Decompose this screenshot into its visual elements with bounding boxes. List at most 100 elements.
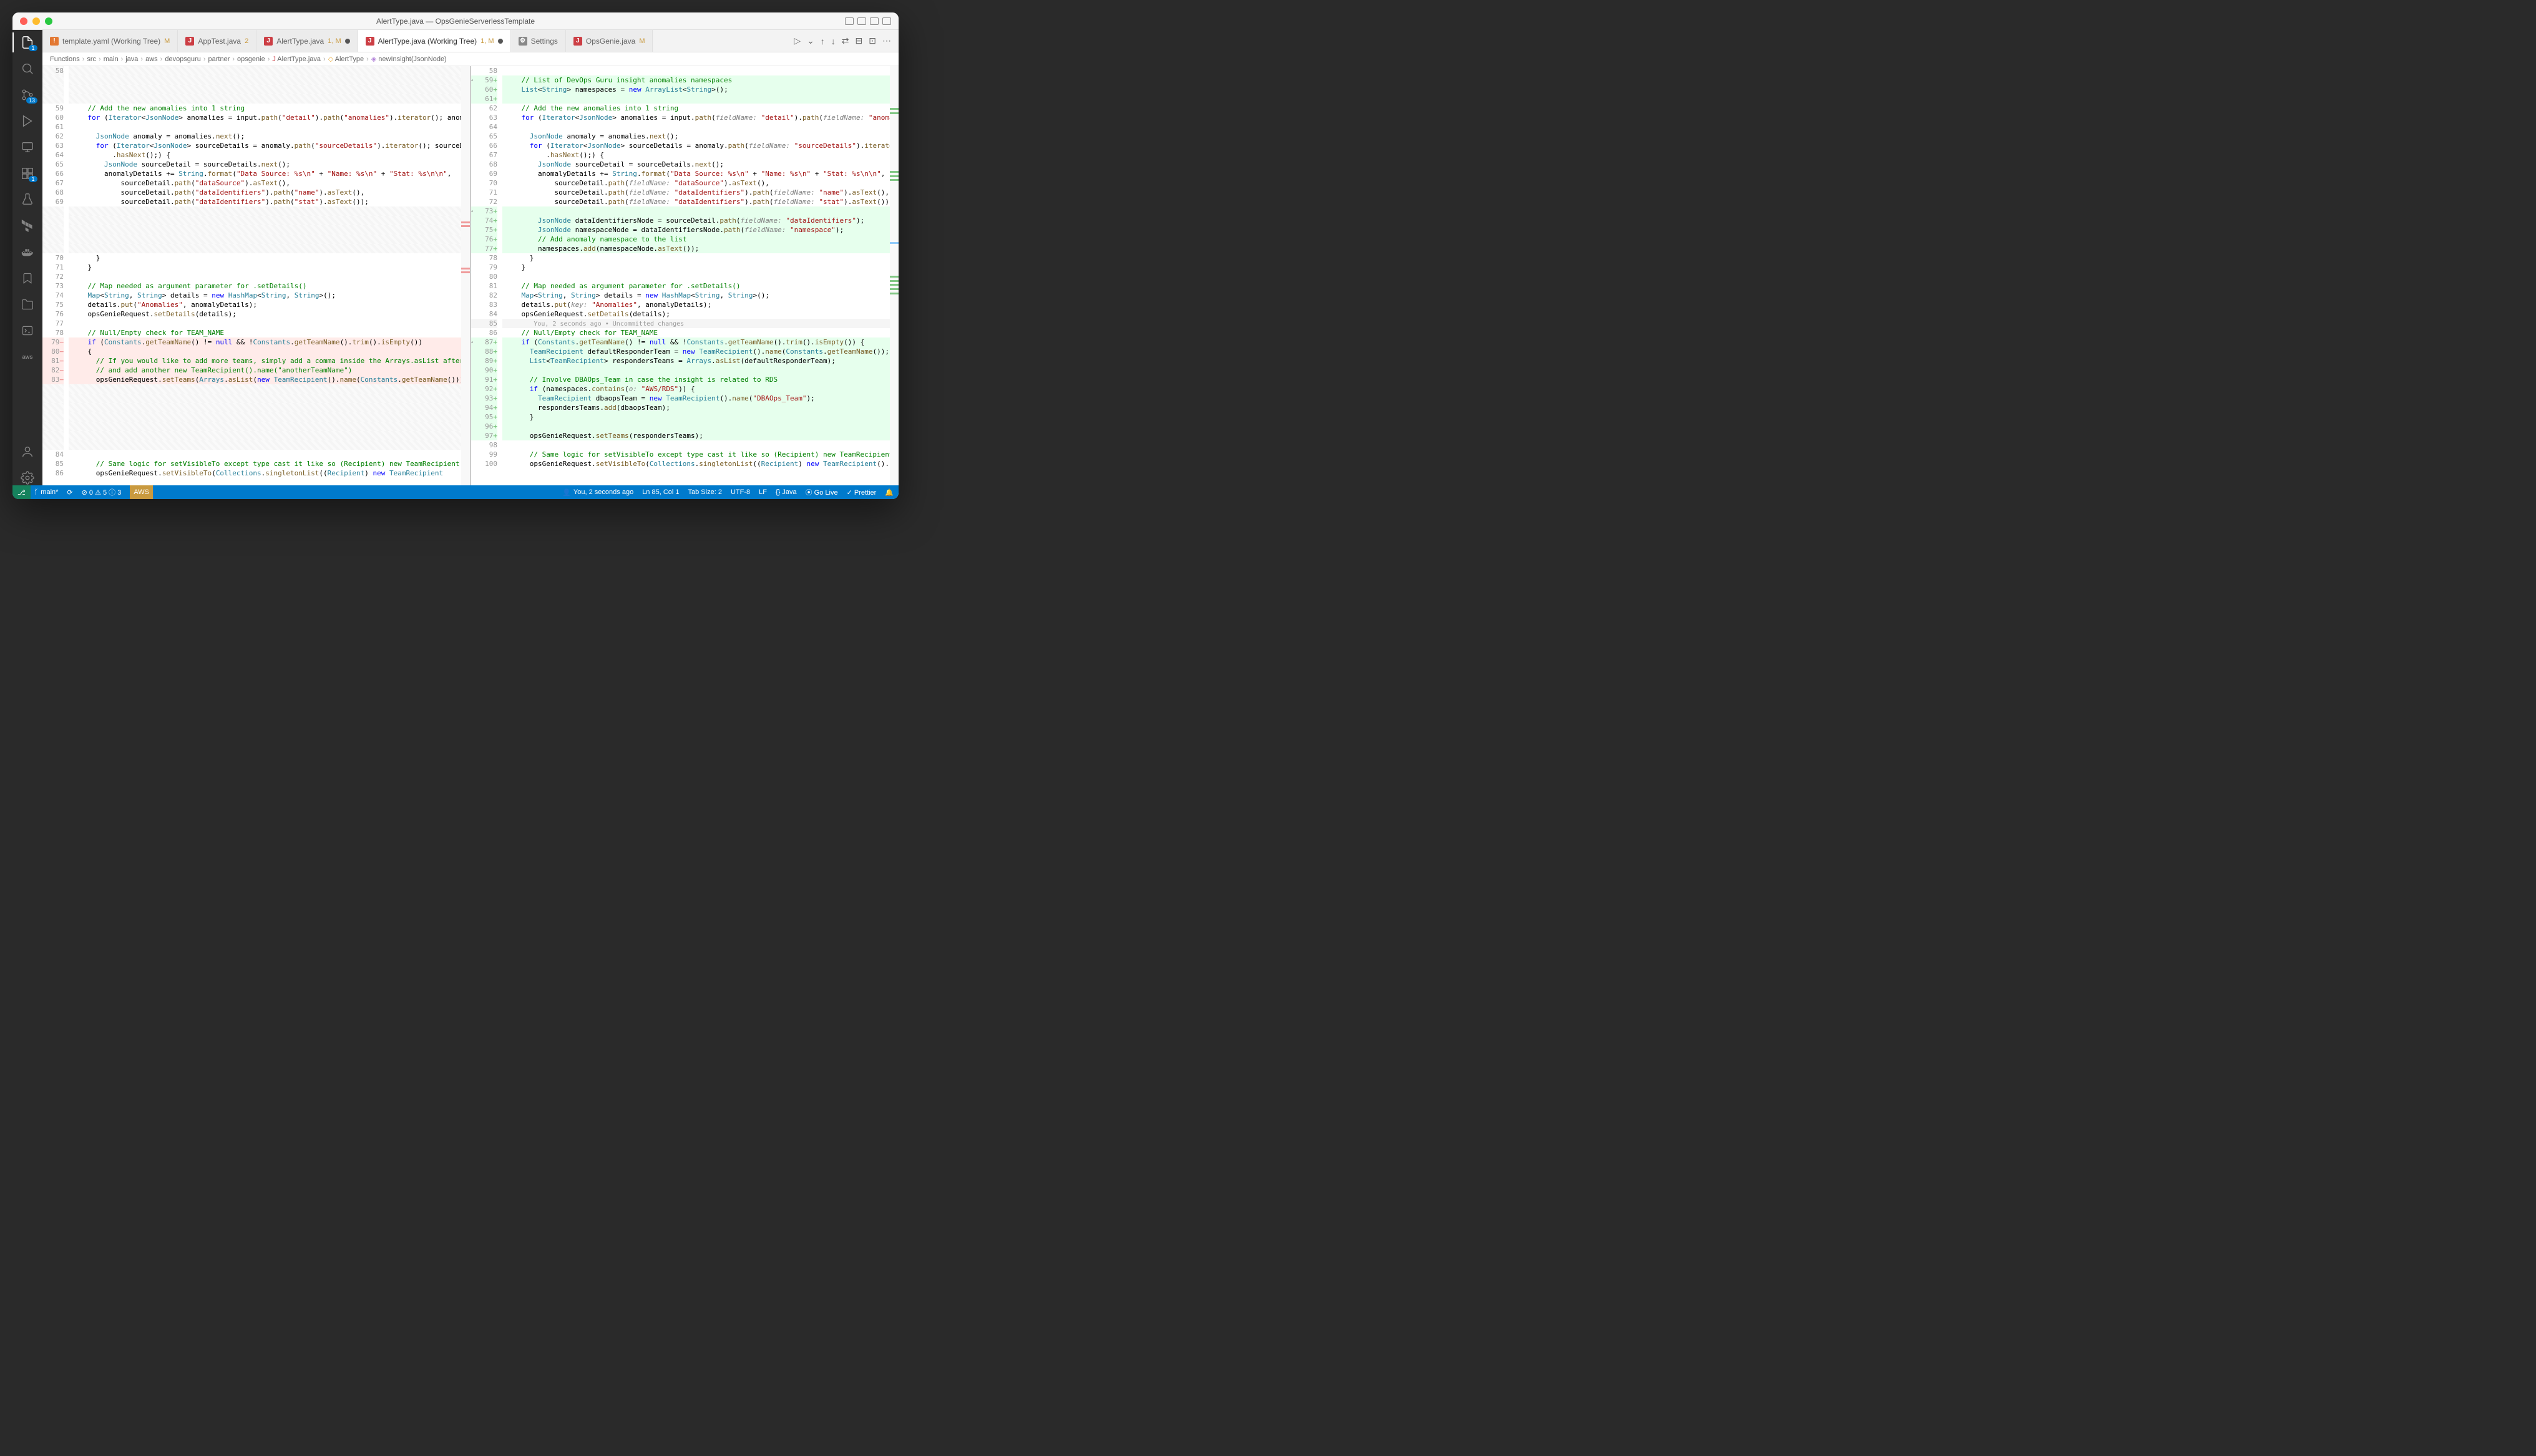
editor-tab[interactable]: JOpsGenie.javaM <box>566 30 653 52</box>
code-line[interactable] <box>69 216 461 225</box>
code-line[interactable]: for (Iterator<JsonNode> anomalies = inpu… <box>502 113 890 122</box>
aws-icon[interactable]: aws <box>20 349 35 364</box>
code-line[interactable]: // Add anomaly namespace to the list <box>502 235 890 244</box>
prettier-status[interactable]: ✓ Prettier <box>847 488 877 497</box>
breadcrumbs[interactable]: Functions›src›main›java›aws›devopsguru›p… <box>42 52 899 66</box>
code-line[interactable]: // Add the new anomalies into 1 string <box>502 104 890 113</box>
editor-tab[interactable]: JAlertType.java1, M <box>256 30 358 52</box>
eol[interactable]: LF <box>759 488 767 496</box>
code-line[interactable] <box>69 394 461 403</box>
breadcrumb-item[interactable]: main <box>104 56 119 63</box>
code-line[interactable] <box>502 272 890 281</box>
code-line[interactable] <box>69 94 461 104</box>
layout-icon[interactable] <box>870 17 879 25</box>
code-line[interactable]: TeamRecipient defaultResponderTeam = new… <box>502 347 890 356</box>
notifications-icon[interactable]: 🔔 <box>885 488 894 497</box>
settings-icon[interactable] <box>20 470 35 485</box>
code-line[interactable]: // Null/Empty check for TEAM_NAME <box>502 328 890 337</box>
code-line[interactable]: // Add the new anomalies into 1 string <box>69 104 461 113</box>
code-line[interactable] <box>69 66 461 75</box>
code-line[interactable]: JsonNode anomaly = anomalies.next(); <box>69 132 461 141</box>
code-line[interactable]: for (Iterator<JsonNode> sourceDetails = … <box>69 141 461 150</box>
code-line[interactable]: List<String> namespaces = new ArrayList<… <box>502 85 890 94</box>
tab-size[interactable]: Tab Size: 2 <box>688 488 722 496</box>
code-line[interactable]: // If you would like to add more teams, … <box>69 356 461 366</box>
code-line[interactable]: JsonNode namespaceNode = dataIdentifiers… <box>502 225 890 235</box>
close-icon[interactable] <box>20 17 27 25</box>
code-line[interactable] <box>69 206 461 216</box>
diff-right-pane[interactable]: → → → 5859+60+61+62636465666768697071727… <box>471 66 899 485</box>
diff-arrow-icon[interactable]: → <box>471 206 476 216</box>
code-line[interactable]: // Map needed as argument parameter for … <box>69 281 461 291</box>
debug-icon[interactable] <box>20 114 35 129</box>
breadcrumb-item[interactable]: java <box>125 56 138 63</box>
code-line[interactable] <box>69 403 461 412</box>
code-line[interactable]: // Map needed as argument parameter for … <box>502 281 890 291</box>
code-line[interactable]: } <box>69 253 461 263</box>
code-line[interactable]: { <box>69 347 461 356</box>
editor-tab[interactable]: ⚙Settings <box>511 30 566 52</box>
breadcrumb-item[interactable]: ◈ newInsight(JsonNode) <box>371 55 447 63</box>
problems-indicator[interactable]: ⊘ 0 ⚠ 5 ⓘ 3 <box>82 487 122 497</box>
maximize-icon[interactable] <box>45 17 52 25</box>
code-line[interactable] <box>502 122 890 132</box>
search-icon[interactable] <box>20 61 35 76</box>
code-line[interactable] <box>502 206 890 216</box>
code-line[interactable]: details.put("Anomalies", anomalyDetails)… <box>69 300 461 309</box>
next-diff-icon[interactable]: ↓ <box>831 36 836 46</box>
diff-left-pane[interactable]: 5859606162636465666768697071727374757677… <box>42 66 471 485</box>
breadcrumb-item[interactable]: opsgenie <box>237 56 265 63</box>
code-line[interactable]: opsGenieRequest.setDetails(details); <box>502 309 890 319</box>
bookmarks-icon[interactable] <box>20 271 35 286</box>
editor-tab[interactable]: JAppTest.java2 <box>178 30 256 52</box>
minimap-left[interactable] <box>461 66 470 485</box>
code-line[interactable]: sourceDetail.path(fieldName: "dataSource… <box>502 178 890 188</box>
titlebar[interactable]: AlertType.java — OpsGenieServerlessTempl… <box>12 12 899 30</box>
explorer-icon[interactable]: 1 <box>20 35 35 50</box>
sync-button[interactable]: ⟳ <box>67 488 72 497</box>
code-line[interactable]: anomalyDetails += String.format("Data So… <box>502 169 890 178</box>
code-line[interactable]: // Involve DBAOps_Team in case the insig… <box>502 375 890 384</box>
code-line[interactable]: You, 2 seconds ago • Uncommitted changes <box>502 319 890 328</box>
editor-tab[interactable]: JAlertType.java (Working Tree)1, M <box>358 30 511 52</box>
code-line[interactable]: if (namespaces.contains(o: "AWS/RDS")) { <box>502 384 890 394</box>
code-line[interactable]: } <box>502 253 890 263</box>
code-line[interactable]: sourceDetail.path("dataIdentifiers").pat… <box>69 197 461 206</box>
code-line[interactable]: for (Iterator<JsonNode> sourceDetails = … <box>502 141 890 150</box>
code-line[interactable]: namespaces.add(namespaceNode.asText()); <box>502 244 890 253</box>
code-line[interactable]: Map<String, String> details = new HashMa… <box>502 291 890 300</box>
code-line[interactable]: List<TeamRecipient> respondersTeams = Ar… <box>502 356 890 366</box>
code-line[interactable]: respondersTeams.add(dbaopsTeam); <box>502 403 890 412</box>
code-line[interactable]: .hasNext();) { <box>69 150 461 160</box>
code-line[interactable]: for (Iterator<JsonNode> anomalies = inpu… <box>69 113 461 122</box>
project-icon[interactable] <box>20 297 35 312</box>
code-line[interactable]: opsGenieRequest.setTeams(Arrays.asList(n… <box>69 375 461 384</box>
breadcrumb-item[interactable]: src <box>87 56 96 63</box>
code-line[interactable]: // List of DevOps Guru insight anomalies… <box>502 75 890 85</box>
code-line[interactable] <box>502 440 890 450</box>
code-line[interactable]: opsGenieRequest.setTeams(respondersTeams… <box>502 431 890 440</box>
code-line[interactable] <box>69 122 461 132</box>
terminal-icon[interactable] <box>20 323 35 338</box>
terraform-icon[interactable] <box>20 218 35 233</box>
run-icon[interactable]: ▷ <box>794 36 801 46</box>
code-line[interactable]: JsonNode dataIdentifiersNode = sourceDet… <box>502 216 890 225</box>
code-line[interactable] <box>69 225 461 235</box>
code-line[interactable] <box>69 384 461 394</box>
remote-icon[interactable] <box>20 140 35 155</box>
code-line[interactable]: Map<String, String> details = new HashMa… <box>69 291 461 300</box>
code-line[interactable]: sourceDetail.path(fieldName: "dataIdenti… <box>502 188 890 197</box>
breadcrumb-item[interactable]: partner <box>208 56 230 63</box>
code-line[interactable] <box>502 94 890 104</box>
code-line[interactable] <box>69 85 461 94</box>
code-line[interactable]: JsonNode sourceDetail = sourceDetails.ne… <box>502 160 890 169</box>
prev-diff-icon[interactable]: ↑ <box>821 36 825 46</box>
breadcrumb-item[interactable]: ◇ AlertType <box>328 55 364 63</box>
minimize-icon[interactable] <box>32 17 40 25</box>
whitespace-icon[interactable]: ⊟ <box>856 36 863 46</box>
code-line[interactable] <box>502 66 890 75</box>
diff-arrow-icon[interactable]: → <box>471 337 476 347</box>
extensions-icon[interactable]: 1 <box>20 166 35 181</box>
layout-icon[interactable] <box>845 17 854 25</box>
code-line[interactable]: // Same logic for setVisibleTo except ty… <box>69 459 461 468</box>
